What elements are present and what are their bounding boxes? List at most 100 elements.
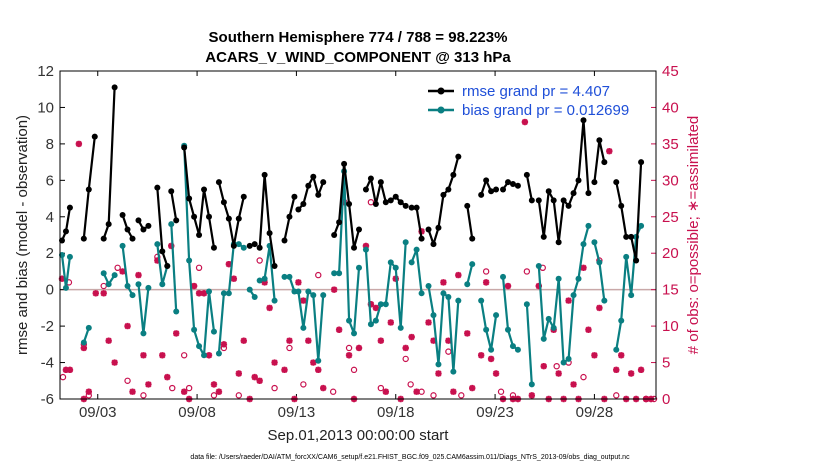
rmse-point-4-2 [145, 222, 152, 229]
rmse-point-21-5 [560, 197, 567, 204]
rmse-point-21-4 [555, 239, 562, 246]
bias-point-8-4 [235, 241, 242, 248]
rmse-point-16-5 [450, 171, 457, 178]
bias-point-17-0 [464, 281, 471, 288]
obs-assimilated-point-20 [168, 242, 175, 250]
rmse-point-21-8 [575, 177, 582, 184]
bias-point-23-5 [638, 222, 645, 229]
rmse-point-0-1 [62, 228, 69, 235]
rmse-point-8-0 [215, 179, 222, 186]
y-right-tick-label-1: 5 [662, 355, 670, 372]
obs-assimilated-point-61 [387, 319, 394, 326]
rmse-point-10-0 [256, 244, 263, 251]
rmse-point-21-10 [585, 190, 592, 197]
x-tick-label-1: 09/08 [178, 404, 216, 421]
obs-possible-point-18 [286, 344, 293, 352]
obs-assimilated-point-33 [235, 370, 242, 377]
bias-point-0-1 [62, 284, 69, 291]
obs-possible-point-11 [185, 384, 193, 392]
legend-rmse-marker [437, 87, 445, 95]
obs-assimilated-point-31 [225, 260, 233, 268]
bias-point-14-6 [392, 264, 399, 271]
rmse-point-2-1 [105, 221, 112, 228]
obs-assimilated-point-47 [310, 359, 317, 366]
rmse-point-15-1 [413, 204, 420, 211]
rmse-line-segment-2 [102, 87, 116, 239]
rmse-point-19-3 [514, 182, 521, 189]
rmse-point-13-1 [336, 219, 343, 226]
bias-line-segment-8 [217, 243, 245, 354]
rmse-point-11-0 [281, 237, 288, 244]
obs-possible-point-10 [180, 352, 188, 359]
obs-assimilated-point-15 [140, 352, 147, 359]
obs-assimilated-point-22 [180, 388, 188, 395]
rmse-line-segment-6 [170, 191, 178, 221]
obs-possible-point-5 [114, 264, 121, 271]
obs-possible-point-0 [59, 373, 67, 381]
rmse-point-13-3 [346, 201, 353, 208]
bias-point-12-1 [300, 324, 307, 331]
bias-point-5-0 [154, 241, 161, 248]
bias-point-13-5 [355, 264, 362, 271]
rmse-point-12-4 [315, 191, 322, 198]
bias-point-3-1 [124, 283, 131, 290]
bias-point-10-1 [261, 275, 268, 282]
obs-possible-point-9 [169, 384, 176, 392]
bias-point-21-4 [555, 275, 562, 282]
bias-point-8-0 [215, 350, 222, 357]
rmse-line-segment-20 [525, 174, 533, 201]
obs-assimilated-point-97 [585, 326, 592, 333]
y-right-tick-label-3: 15 [662, 282, 679, 299]
bias-point-8-2 [225, 290, 232, 297]
bias-point-7-1 [186, 257, 193, 264]
y-tick-label-6: 6 [46, 172, 54, 189]
obs-assimilated-point-93 [565, 297, 572, 304]
rmse-point-23-2 [623, 233, 630, 240]
bias-point-15-1 [413, 246, 420, 253]
rmse-line-segment-23 [615, 162, 643, 262]
obs-assimilated-point-17 [154, 257, 161, 264]
rmse-point-21-6 [565, 202, 572, 209]
obs-assimilated-point-57 [367, 301, 375, 308]
y-right-tick-label-5: 25 [662, 209, 679, 226]
rmse-point-19-0 [500, 186, 507, 193]
obs-possible-point-21 [329, 388, 337, 395]
obs-possible-point-37 [553, 363, 560, 370]
obs-assimilated-point-96 [580, 264, 587, 271]
rmse-point-16-4 [445, 186, 452, 193]
rmse-line-segment-0 [60, 207, 71, 241]
obs-assimilated-point-25 [195, 290, 203, 297]
bias-point-21-8 [575, 275, 582, 282]
rmse-point-12-5 [320, 179, 327, 186]
bias-point-18-1 [483, 326, 490, 333]
rmse-point-21-2 [545, 188, 552, 195]
rmse-point-23-0 [613, 179, 620, 186]
rmse-point-21-7 [570, 190, 577, 197]
rmse-point-15-2 [418, 235, 425, 242]
bias-point-7-6 [210, 328, 217, 335]
bias-point-5-1 [159, 281, 166, 288]
obs-assimilated-point-103 [618, 352, 625, 359]
obs-assimilated-point-102 [613, 366, 620, 374]
rmse-point-21-9 [580, 117, 587, 124]
bias-point-14-2 [372, 317, 379, 324]
bias-point-11-0 [281, 273, 288, 280]
rmse-point-22-2 [601, 159, 608, 166]
rmse-point-9-1 [251, 241, 258, 248]
obs-assimilated-point-87 [535, 282, 542, 290]
obs-assimilated-point-98 [591, 352, 598, 359]
obs-assimilated-point-12 [124, 322, 131, 330]
bias-point-12-4 [315, 357, 322, 364]
y-tick-label-8: 10 [37, 99, 54, 116]
rmse-point-14-2 [372, 201, 379, 208]
obs-assimilated-point-82 [504, 282, 512, 290]
bias-point-16-6 [455, 297, 462, 304]
bias-line-segment-0 [60, 254, 71, 289]
rmse-point-20-0 [523, 171, 530, 178]
bias-point-20-1 [528, 381, 535, 388]
rmse-point-4-0 [135, 217, 142, 224]
rmse-point-4-1 [140, 226, 147, 233]
rmse-point-10-1 [261, 171, 268, 178]
rmse-point-20-1 [528, 197, 535, 204]
obs-possible-point-17 [271, 384, 278, 392]
